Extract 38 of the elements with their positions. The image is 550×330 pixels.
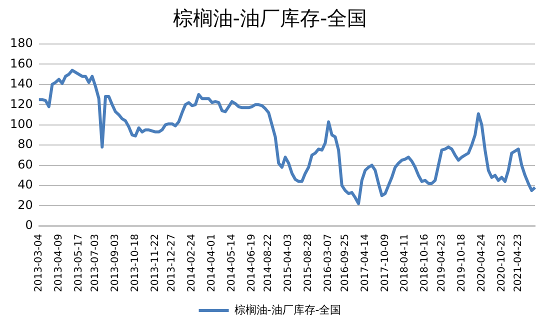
x-tick-label: 2017-10-09: [380, 234, 391, 292]
x-tick-label: 2015-08-28: [303, 234, 314, 292]
x-tick-label: 2020-04-24: [476, 234, 488, 292]
y-tick-label: 20: [18, 198, 33, 212]
y-tick-label: 80: [18, 137, 33, 152]
y-tick-label: 140: [10, 76, 33, 91]
y-tick-label: 160: [10, 56, 33, 70]
x-tick-label: 2013-12-27: [166, 234, 178, 292]
y-tick-label: 120: [10, 96, 33, 111]
x-tick-label: 2013-09-03: [110, 234, 122, 292]
y-tick-label: 0: [25, 218, 33, 232]
x-tick-label: 2014-06-19: [246, 234, 258, 292]
x-tick-label: 2016-03-07: [323, 234, 334, 292]
x-tick-label: 2019-04-23: [436, 234, 448, 292]
x-tick-label: 2013-03-04: [34, 234, 44, 292]
x-tick-label: 2013-05-17: [73, 234, 84, 292]
x-tick-label: 2014-04-01: [206, 234, 218, 292]
legend-label: 棕榈油-油厂库存-全国: [234, 303, 342, 316]
x-tick-label: 2013-04-09: [53, 234, 64, 292]
y-tick-label: 180: [10, 36, 33, 50]
x-tick-label: 2014-02-24: [186, 234, 198, 292]
x-tick-label: 2018-10-16: [420, 234, 431, 292]
y-tick-label: 40: [18, 178, 33, 192]
x-tick-label: 2015-04-03: [283, 234, 294, 292]
x-tick-label: 2013-11-22: [150, 234, 162, 292]
x-tick-label: 2018-04-11: [400, 234, 411, 292]
x-tick-label: 2014-08-22: [263, 234, 274, 292]
y-tick-label: 100: [10, 116, 33, 131]
x-tick-label: 2019-10-18: [456, 234, 468, 292]
x-tick-label: 2013-07-03: [90, 234, 102, 292]
x-tick-label: 2016-09-25: [340, 234, 351, 292]
x-tick-label: 2021-04-23: [512, 234, 524, 292]
y-tick-label: 60: [18, 157, 33, 172]
x-tick-label: 2013-10-18: [130, 234, 142, 292]
x-tick-label: 2017-04-14: [360, 234, 371, 292]
x-tick-label: 2014-05-14: [226, 234, 238, 292]
x-tick-label: 2020-10-23: [496, 234, 508, 292]
chart-title: 棕榈油-油厂库存-全国: [172, 6, 368, 30]
